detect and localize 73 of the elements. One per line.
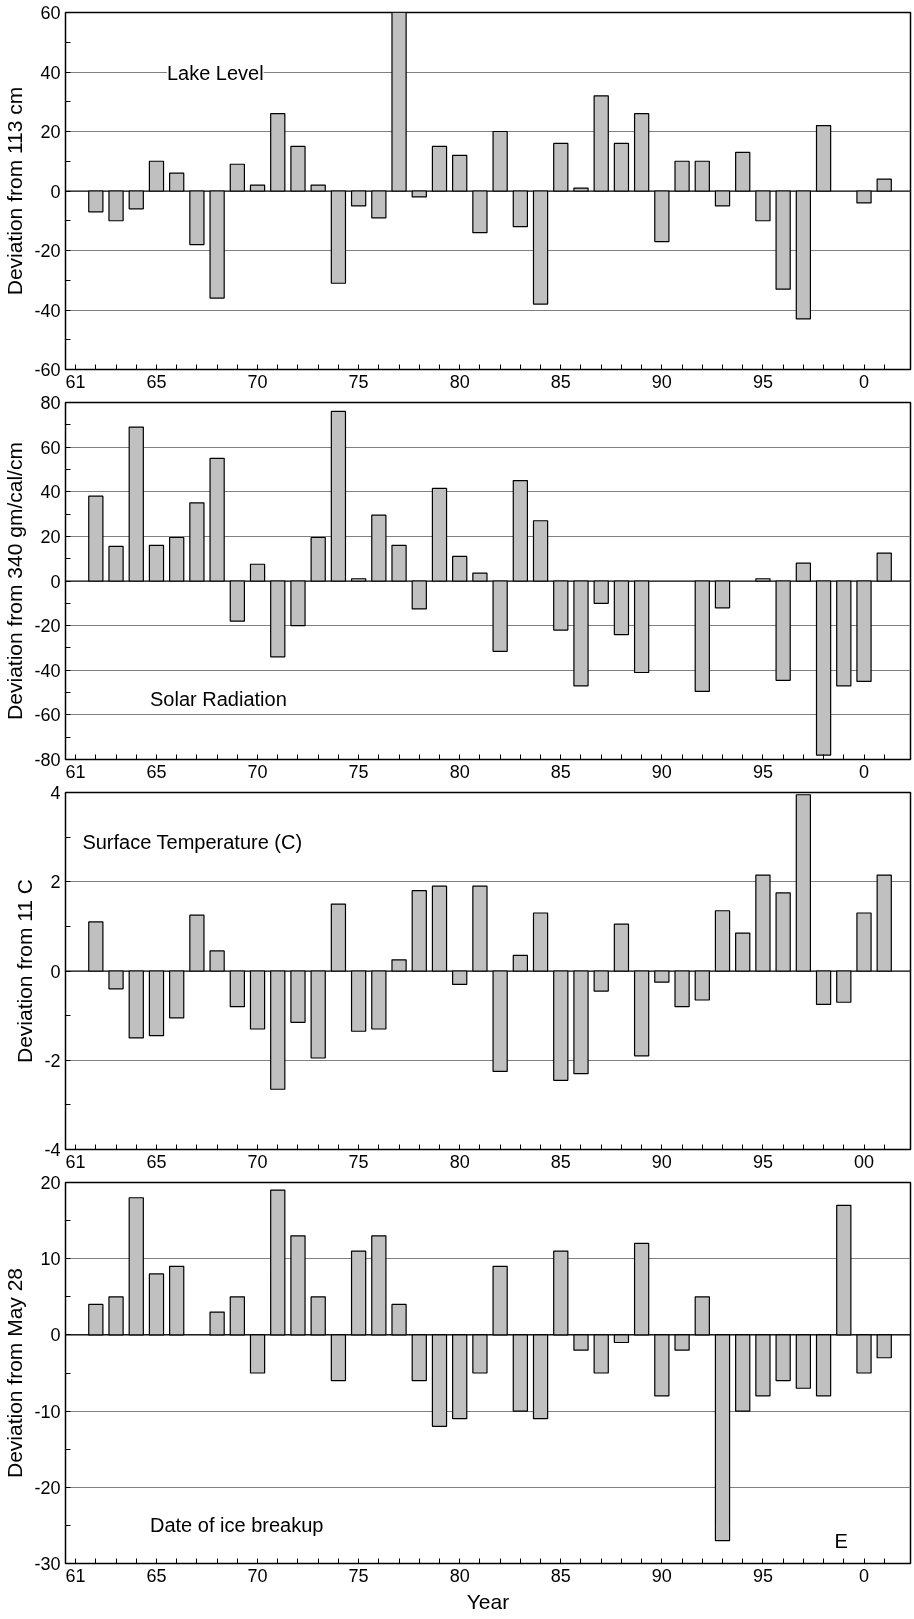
x-tick-label: 75	[348, 371, 369, 392]
y-tick-label: 80	[40, 393, 61, 413]
y-tick-label: 4	[50, 783, 61, 803]
x-tick-label: 85	[550, 1565, 571, 1586]
y-tick-label: -20	[34, 241, 61, 261]
annotation: E	[834, 1529, 848, 1552]
x-tick-label: 95	[752, 371, 773, 392]
x-tick-label: 75	[348, 1151, 369, 1172]
y-tick-label: 20	[40, 122, 61, 142]
x-tick-label: 85	[550, 761, 571, 782]
x-tick-label: 80	[449, 1565, 470, 1586]
y-tick-label: 20	[40, 526, 61, 547]
y-axis-title: Deviation from 11 C	[13, 878, 37, 1064]
y-tick-label: -20	[34, 616, 61, 637]
y-tick-label: 0	[50, 961, 61, 982]
y-tick-label: -40	[34, 660, 61, 681]
x-tick-label: 61	[65, 761, 86, 782]
y-axis-title: Deviation from 340 gm/cal/cm	[3, 442, 27, 720]
annotation: Lake Level	[166, 62, 264, 85]
x-tick-label: 65	[146, 1151, 167, 1172]
annotation: Surface Temperature (C)	[82, 831, 303, 854]
x-tick-label: 90	[651, 1565, 672, 1586]
x-tick-label: 0	[859, 371, 870, 392]
y-tick-label: 40	[40, 62, 61, 83]
x-tick-label: 90	[651, 371, 672, 392]
y-tick-label: 0	[50, 571, 61, 592]
y-tick-label: 10	[40, 1249, 61, 1270]
x-tick-label: 70	[247, 1151, 268, 1172]
x-tick-label: 65	[146, 761, 167, 782]
x-tick-label: 80	[449, 371, 470, 392]
annotation: Date of ice breakup	[150, 1514, 324, 1537]
x-tick-label: 70	[247, 371, 268, 392]
x-tick-label: 65	[146, 1565, 167, 1586]
y-tick-label: 60	[40, 3, 61, 23]
x-tick-label: 70	[247, 761, 268, 782]
x-tick-label: 95	[752, 761, 773, 782]
x-tick-label: 0	[859, 761, 870, 782]
x-tick-label: 70	[247, 1565, 268, 1586]
y-axis-title: Deviation from 113 cm	[3, 86, 27, 296]
x-tick-label: 0	[859, 1565, 870, 1586]
y-tick-label: 2	[50, 872, 61, 893]
annotation: Solar Radiation	[150, 687, 287, 710]
y-tick-label: -4	[44, 1140, 61, 1160]
y-tick-label: 20	[40, 1173, 61, 1193]
x-tick-label: 90	[651, 761, 672, 782]
y-tick-label: 0	[50, 181, 61, 202]
x-tick-label: 00	[853, 1151, 875, 1172]
y-tick-label: -80	[34, 750, 61, 770]
y-tick-label: -60	[34, 705, 61, 726]
x-tick-label: 75	[348, 1565, 369, 1586]
x-tick-label: 75	[348, 761, 369, 782]
y-tick-label: 0	[50, 1325, 61, 1346]
x-tick-label: 61	[65, 1565, 86, 1586]
y-tick-label: -10	[34, 1401, 61, 1422]
x-tick-label: 65	[146, 371, 167, 392]
y-tick-label: 40	[40, 482, 61, 503]
y-tick-label: 60	[40, 437, 61, 458]
y-axis-title: Deviation from May 28	[3, 1267, 27, 1479]
y-tick-label: -60	[34, 360, 61, 380]
x-tick-label: 95	[752, 1151, 773, 1172]
x-tick-label: 80	[449, 1151, 470, 1172]
x-tick-label: 80	[449, 761, 470, 782]
x-axis-title: Year	[466, 1589, 510, 1613]
x-tick-label: 85	[550, 1151, 571, 1172]
x-tick-label: 85	[550, 371, 571, 392]
x-tick-label: 95	[752, 1565, 773, 1586]
y-tick-label: -40	[34, 300, 61, 321]
x-tick-label: 90	[651, 1151, 672, 1172]
x-tick-label: 61	[65, 1151, 86, 1172]
x-tick-label: 61	[65, 371, 86, 392]
y-tick-label: -30	[34, 1554, 61, 1574]
y-tick-label: -2	[44, 1050, 61, 1071]
y-tick-label: -20	[34, 1477, 61, 1498]
